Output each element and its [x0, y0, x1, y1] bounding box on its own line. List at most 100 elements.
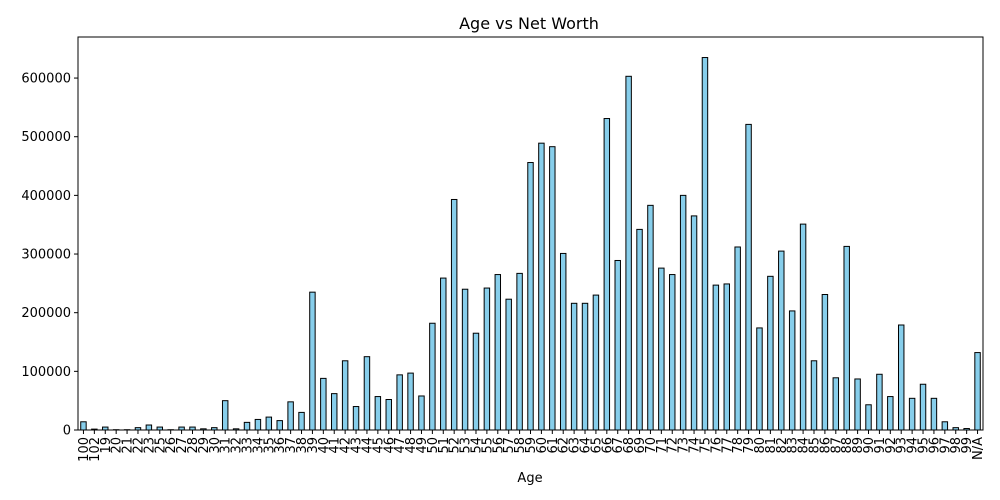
bar: [876, 373, 883, 431]
chart-title: Age vs Net Worth: [459, 14, 599, 33]
bar: [527, 162, 534, 431]
bar: [298, 411, 305, 431]
x-axis-label: Age: [517, 471, 542, 486]
bar: [472, 332, 480, 431]
x-tick-label: 54: [469, 437, 484, 454]
bars: [80, 57, 981, 431]
bar: [625, 75, 632, 431]
x-tick-label: 62: [557, 437, 572, 454]
x-tick-label: 30: [208, 437, 223, 454]
x-tick-label: 59: [524, 437, 539, 454]
x-tick-label: 49: [415, 437, 430, 454]
x-tick-label: 76: [709, 437, 724, 454]
bar: [570, 302, 578, 431]
bar: [538, 142, 545, 431]
x-tick-label: 23: [142, 437, 157, 454]
x-tick-label: 43: [350, 437, 365, 454]
bar: [320, 377, 327, 431]
x-tick-label: 96: [927, 437, 942, 454]
x-tick-label: 83: [786, 437, 801, 454]
x-tick-label: 94: [906, 437, 921, 454]
x-tick-label: 95: [917, 437, 932, 454]
bar: [407, 372, 414, 431]
bar: [767, 275, 774, 431]
x-tick-label: 77: [720, 437, 735, 454]
bar: [603, 118, 611, 431]
x-tick-label: 44: [360, 437, 375, 454]
bar: [559, 252, 567, 431]
bar: [821, 294, 829, 431]
bar: [723, 283, 730, 431]
x-tick-label: 65: [589, 437, 604, 454]
bar: [516, 272, 523, 431]
bar: [483, 287, 491, 431]
bar: [254, 418, 262, 431]
x-tick-label: 42: [339, 437, 354, 454]
x-tick-label: 46: [382, 437, 397, 454]
bar: [832, 377, 840, 431]
y-tick-label: 300000: [21, 248, 71, 263]
bar: [331, 393, 338, 431]
x-tick-label: 75: [698, 437, 713, 454]
bar: [799, 223, 807, 431]
bar: [974, 352, 981, 431]
bar: [930, 397, 938, 431]
x-tick-label: 89: [851, 437, 866, 454]
x-tick-label: 56: [491, 437, 506, 454]
x-tick-label: 80: [753, 437, 768, 454]
bar: [614, 259, 621, 431]
x-tick-label: 19: [99, 437, 114, 454]
x-tick-label: 71: [655, 437, 670, 454]
x-tick-label: 79: [742, 437, 757, 454]
x-tick-label: 93: [895, 437, 910, 454]
bar: [276, 420, 283, 431]
bar: [505, 298, 512, 431]
x-tick-label: 25: [153, 437, 168, 454]
bar: [363, 356, 371, 431]
x-tick-label: 82: [775, 437, 790, 454]
x-tick-label: 26: [164, 437, 179, 454]
bar: [712, 284, 720, 431]
x-tick-label: 90: [862, 437, 877, 454]
bar: [887, 396, 894, 431]
x-tick-label: 20: [110, 437, 125, 454]
x-tick-label: 22: [131, 437, 146, 454]
x-tick-label: 97: [938, 437, 953, 454]
bar: [810, 360, 818, 431]
bar: [418, 395, 425, 431]
x-tick-label: 58: [513, 437, 528, 454]
x-tick-label: 53: [459, 437, 474, 454]
x-tick-label: 70: [644, 437, 659, 454]
x-tick-label: 87: [829, 437, 844, 454]
bar: [745, 123, 752, 431]
y-tick-label: 600000: [21, 72, 71, 87]
y-tick-label: 100000: [21, 365, 71, 380]
bar: [461, 288, 469, 431]
x-tick-label: 64: [579, 437, 594, 454]
bar: [309, 291, 316, 431]
bar: [221, 400, 229, 431]
x-tick-label: 55: [480, 437, 495, 454]
bar: [854, 378, 861, 431]
bar: [287, 401, 294, 431]
bar: [581, 302, 589, 431]
x-tick-label: 35: [262, 437, 277, 454]
x-tick-label: 48: [404, 437, 419, 454]
x-tick-label: 38: [295, 437, 310, 454]
x-tick-label: 98: [949, 437, 964, 454]
x-tick-label: 72: [666, 437, 681, 454]
x-tick-label: 57: [502, 437, 517, 454]
x-tick-label: 21: [121, 437, 136, 454]
x-tick-label: 86: [818, 437, 833, 454]
x-tick-label: 45: [371, 437, 386, 454]
y-tick-label: 400000: [21, 189, 71, 204]
bar: [865, 404, 872, 431]
x-tick-label: 34: [251, 437, 266, 454]
y-axis: 0 100000 200000 300000 400000 500000 600000: [21, 72, 78, 439]
x-tick-label: N/A: [971, 437, 986, 460]
bar: [734, 246, 741, 431]
bar: [80, 421, 87, 431]
bar: [494, 274, 502, 431]
x-tick-label: 102: [88, 437, 103, 462]
x-tick-label: 78: [731, 437, 746, 454]
